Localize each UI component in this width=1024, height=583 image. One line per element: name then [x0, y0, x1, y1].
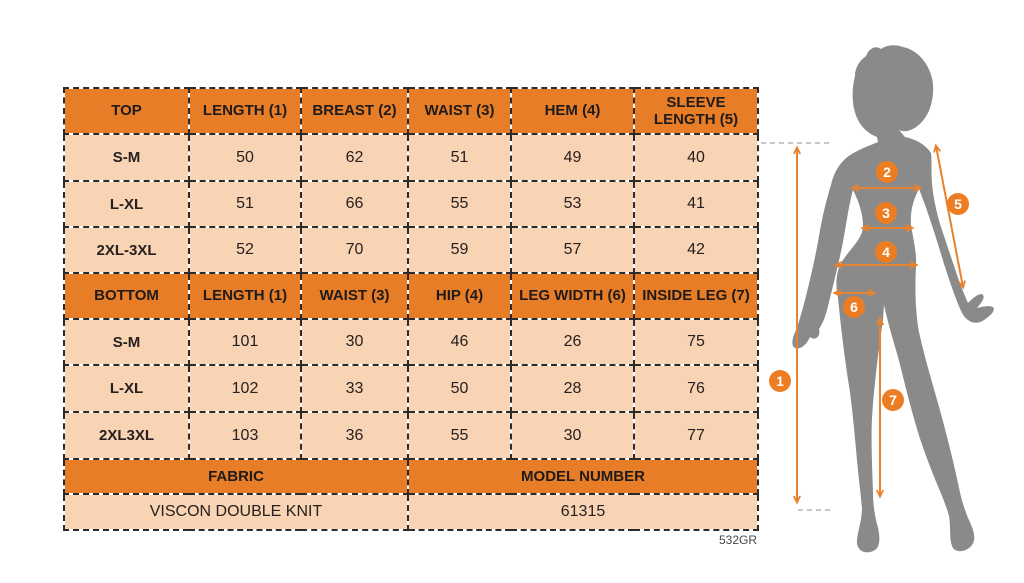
header-cell-top: TOP	[63, 87, 190, 135]
value-cell: 77	[633, 411, 759, 460]
marker-badge-5: 5	[947, 193, 969, 215]
size-label: 2XL3XL	[63, 411, 190, 460]
table-row: L-XL 51 66 55 53 41	[63, 180, 759, 228]
header-cell-breast: BREAST (2)	[300, 87, 409, 135]
header-cell-hem: HEM (4)	[510, 87, 635, 135]
value-cell: 30	[300, 318, 409, 366]
measurement-figure	[761, 45, 994, 553]
value-cell: 50	[188, 133, 302, 182]
header-cell-hip: HIP (4)	[407, 272, 512, 320]
value-cell: 59	[407, 226, 512, 274]
value-cell: 28	[510, 364, 635, 413]
value-cell: 57	[510, 226, 635, 274]
value-cell: 42	[633, 226, 759, 274]
header-cell-waist: WAIST (3)	[300, 272, 409, 320]
header-cell-length: LENGTH (1)	[188, 272, 302, 320]
value-cell: 40	[633, 133, 759, 182]
table-row: S-M 50 62 51 49 40	[63, 133, 759, 182]
header-cell-model-number: MODEL NUMBER	[407, 458, 759, 495]
reference-code: 532GR	[718, 533, 757, 547]
value-cell: 26	[510, 318, 635, 366]
value-cell: 51	[188, 180, 302, 228]
top-header-row: TOP LENGTH (1) BREAST (2) WAIST (3) HEM …	[63, 87, 759, 135]
fabric-value-cell: VISCON DOUBLE KNIT	[63, 493, 409, 531]
fabric-value-row: VISCON DOUBLE KNIT 61315	[63, 493, 759, 531]
value-cell: 50	[407, 364, 512, 413]
size-label: L-XL	[63, 180, 190, 228]
size-label: L-XL	[63, 364, 190, 413]
header-cell-fabric: FABRIC	[63, 458, 409, 495]
marker-badge-3: 3	[875, 202, 897, 224]
marker-badge-7: 7	[882, 389, 904, 411]
table-row: L-XL 102 33 50 28 76	[63, 364, 759, 413]
value-cell: 55	[407, 180, 512, 228]
woman-silhouette	[792, 45, 994, 553]
table-row: S-M 101 30 46 26 75	[63, 318, 759, 366]
header-cell-length: LENGTH (1)	[188, 87, 302, 135]
marker-badge-1: 1	[769, 370, 791, 392]
value-cell: 36	[300, 411, 409, 460]
bottom-header-row: BOTTOM LENGTH (1) WAIST (3) HIP (4) LEG …	[63, 272, 759, 320]
marker-badge-2: 2	[876, 161, 898, 183]
value-cell: 101	[188, 318, 302, 366]
header-cell-sleeve-length: SLEEVE LENGTH (5)	[633, 87, 759, 135]
fabric-header-row: FABRIC MODEL NUMBER	[63, 458, 759, 495]
value-cell: 52	[188, 226, 302, 274]
sleeve-arrow-5	[933, 143, 966, 290]
size-chart-table: TOP LENGTH (1) BREAST (2) WAIST (3) HEM …	[63, 87, 759, 531]
value-cell: 30	[510, 411, 635, 460]
value-cell: 55	[407, 411, 512, 460]
value-cell: 76	[633, 364, 759, 413]
value-cell: 33	[300, 364, 409, 413]
table-row: 2XL3XL 103 36 55 30 77	[63, 411, 759, 460]
value-cell: 75	[633, 318, 759, 366]
value-cell: 46	[407, 318, 512, 366]
value-cell: 103	[188, 411, 302, 460]
size-label: S-M	[63, 133, 190, 182]
header-cell-bottom: BOTTOM	[63, 272, 190, 320]
size-label: 2XL-3XL	[63, 226, 190, 274]
table-row: 2XL-3XL 52 70 59 57 42	[63, 226, 759, 274]
header-cell-leg-width: LEG WIDTH (6)	[510, 272, 635, 320]
value-cell: 62	[300, 133, 409, 182]
size-label: S-M	[63, 318, 190, 366]
header-cell-inside-leg: INSIDE LEG (7)	[633, 272, 759, 320]
value-cell: 51	[407, 133, 512, 182]
model-number-cell: 61315	[407, 493, 759, 531]
value-cell: 49	[510, 133, 635, 182]
value-cell: 70	[300, 226, 409, 274]
marker-badge-6: 6	[843, 296, 865, 318]
value-cell: 66	[300, 180, 409, 228]
value-cell: 102	[188, 364, 302, 413]
value-cell: 53	[510, 180, 635, 228]
header-cell-waist: WAIST (3)	[407, 87, 512, 135]
value-cell: 41	[633, 180, 759, 228]
marker-badge-4: 4	[875, 241, 897, 263]
